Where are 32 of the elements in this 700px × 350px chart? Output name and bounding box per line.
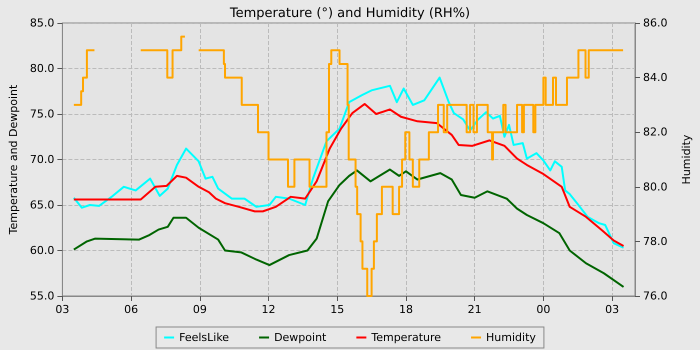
legend-label: FeelsLike xyxy=(179,331,230,344)
line-series xyxy=(72,102,625,247)
line-series xyxy=(72,76,625,249)
x-tick-label: 12 xyxy=(262,303,276,316)
chart-title: Temperature (°) and Humidity (RH%) xyxy=(228,6,470,21)
y2-tick-label: 82.0 xyxy=(643,126,668,139)
y2-tick-label: 78.0 xyxy=(643,234,668,248)
line-series xyxy=(72,168,625,288)
y2-tick-label: 80.0 xyxy=(643,180,668,194)
legend-label: Temperature xyxy=(370,331,442,344)
x-tick-label: 00 xyxy=(536,303,550,316)
y2-tick-label: 76.0 xyxy=(643,290,668,302)
y-tick-label: 75.0 xyxy=(30,108,54,120)
y-tick-label: 60.0 xyxy=(30,244,54,257)
y-tick-label: 55.0 xyxy=(30,290,54,302)
x-tick-label: 06 xyxy=(124,303,138,316)
legend-label: Humidity xyxy=(486,331,536,344)
x-tick-label: 09 xyxy=(192,303,207,316)
y2-tick-label: 84.0 xyxy=(643,71,668,84)
x-tick-label: 15 xyxy=(330,303,344,316)
y-tick-label: 85.0 xyxy=(30,16,54,30)
y2-tick-label: 86.0 xyxy=(643,16,668,30)
y-axis-title: Temperature and Dewpoint xyxy=(7,84,20,236)
x-tick-label: 03 xyxy=(605,303,620,316)
y2-axis-title: Humidity xyxy=(680,134,693,184)
y-tick-label: 80.0 xyxy=(30,62,54,75)
legend-label: Dewpoint xyxy=(274,331,328,344)
y-tick-label: 65.0 xyxy=(30,198,54,212)
x-tick-label: 03 xyxy=(55,303,70,316)
y-tick-label: 70.0 xyxy=(30,153,54,166)
x-tick-label: 18 xyxy=(398,303,413,316)
x-tick-label: 21 xyxy=(468,303,482,316)
